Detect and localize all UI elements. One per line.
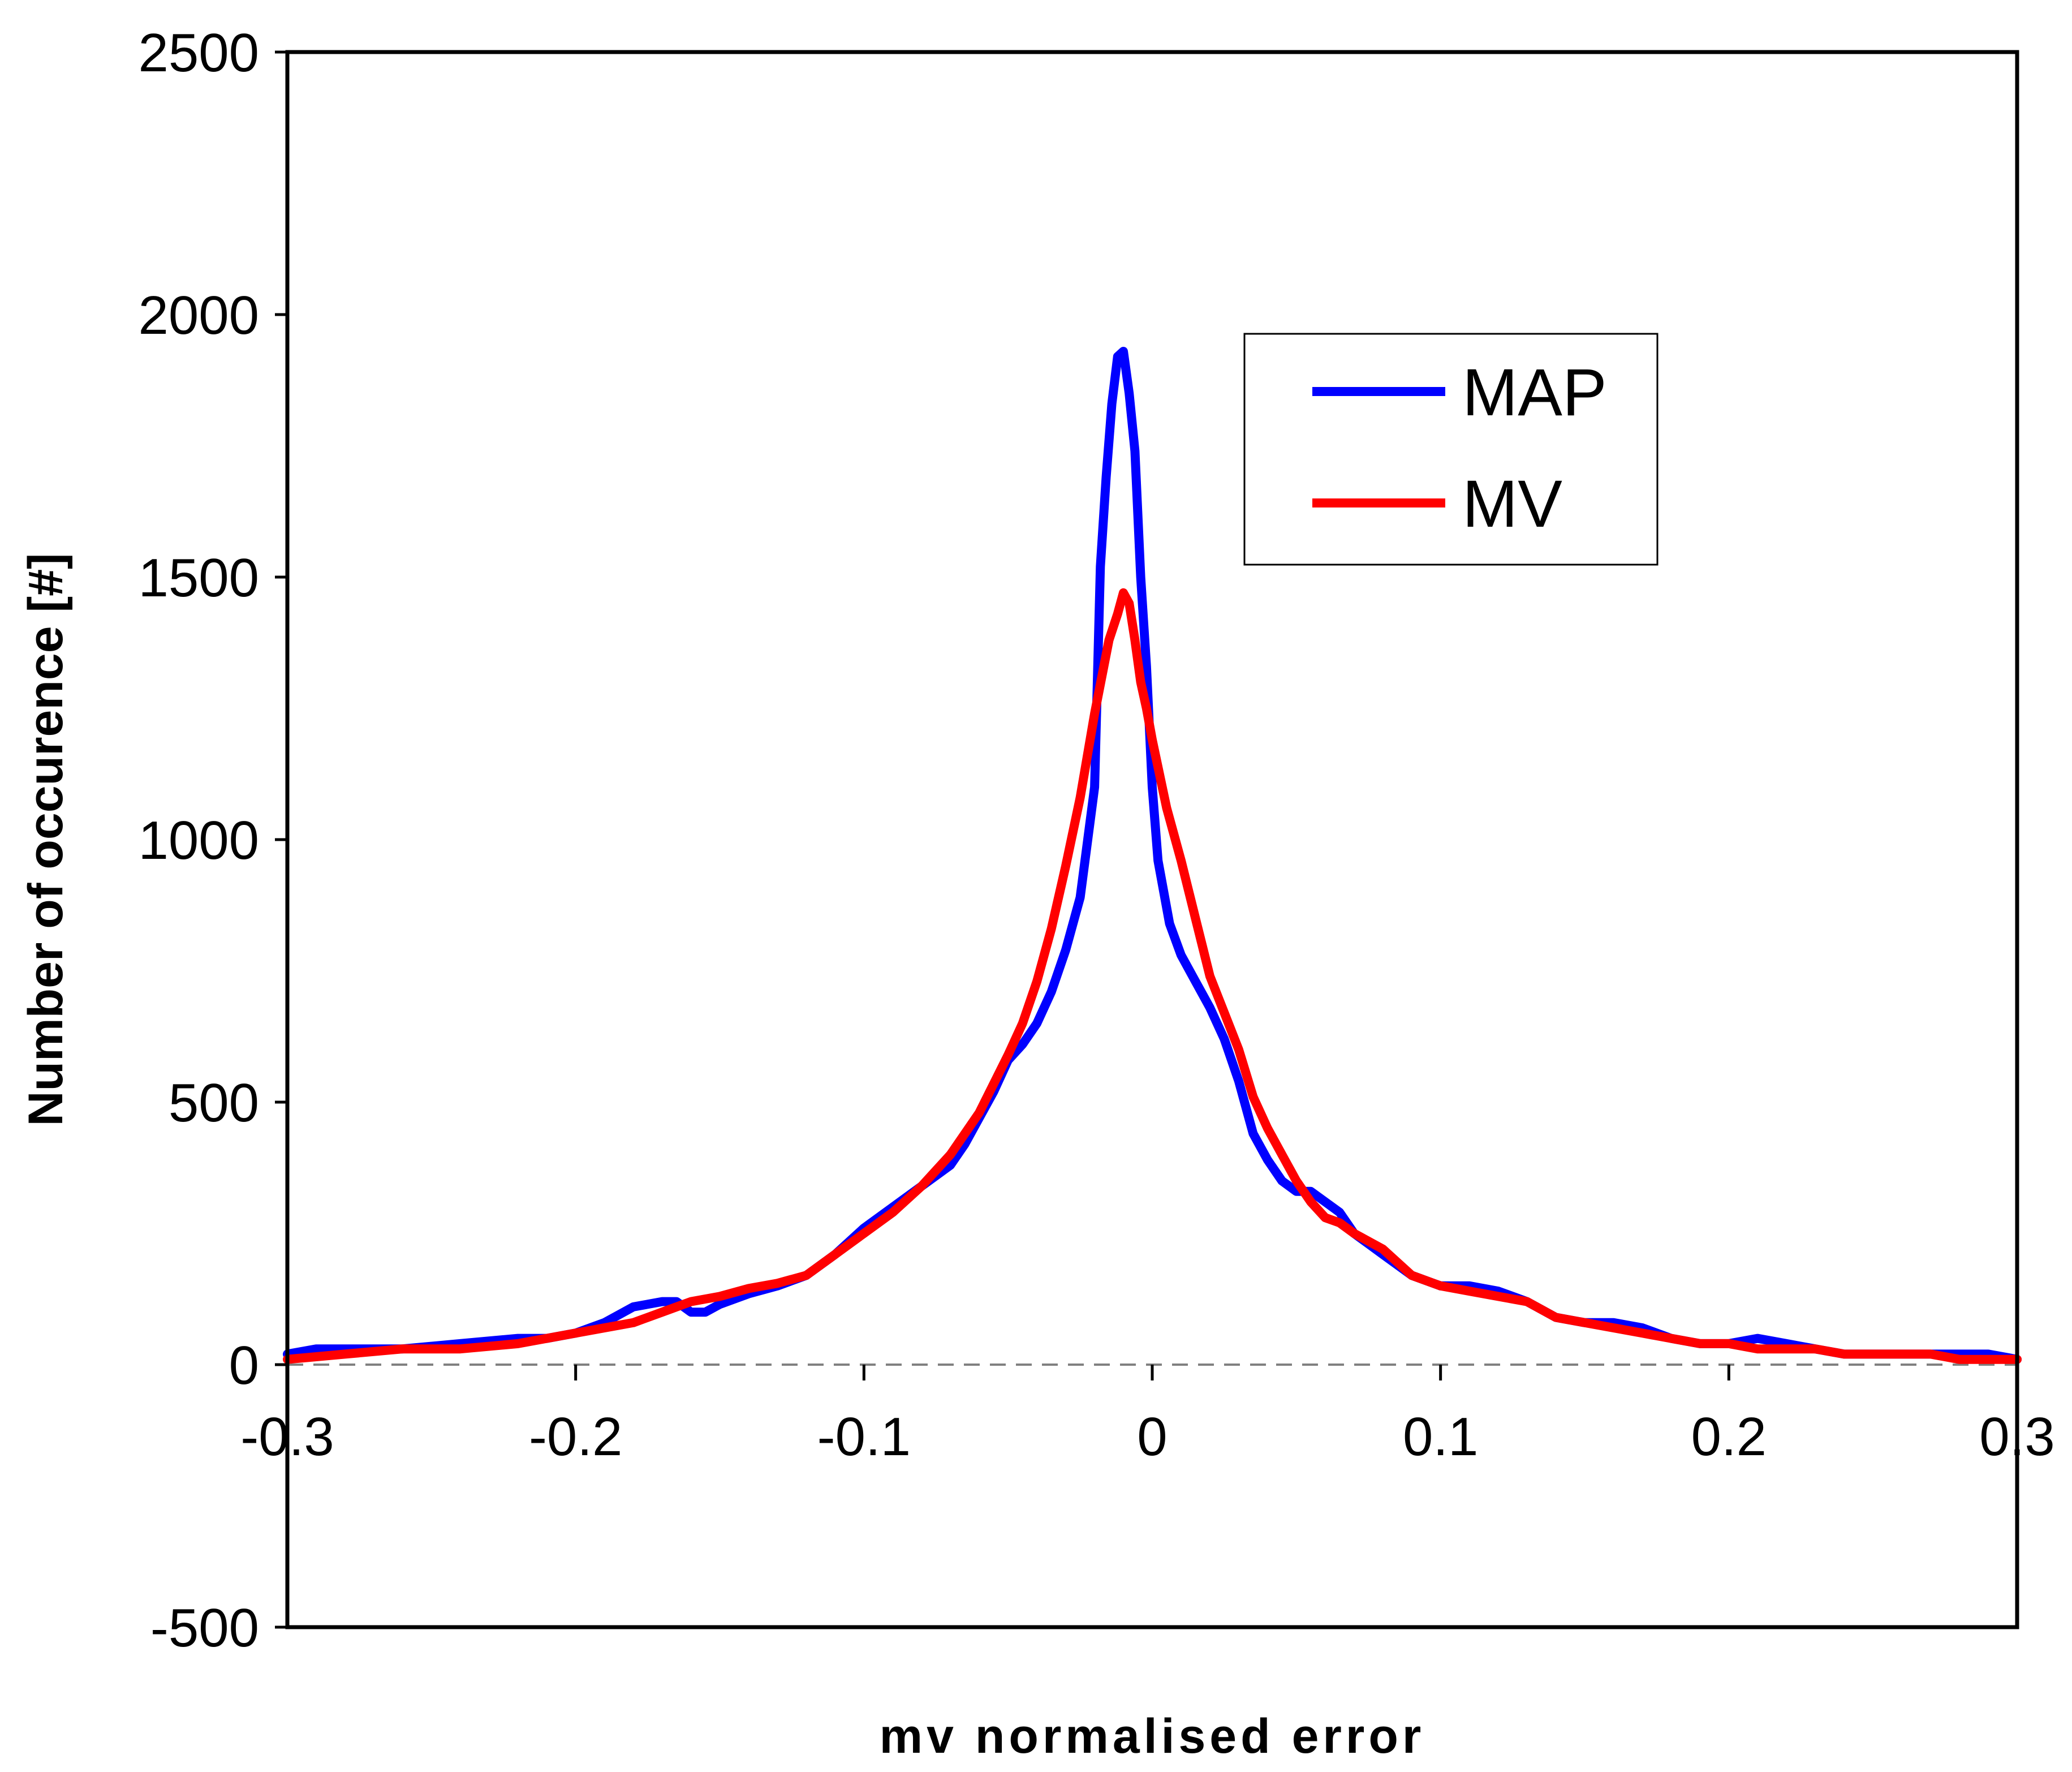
x-tick-label: -0.1 bbox=[817, 1407, 911, 1467]
legend-label-map: MAP bbox=[1462, 355, 1607, 430]
x-tick-label: 0.3 bbox=[1979, 1407, 2054, 1467]
series-layer bbox=[283, 347, 2022, 1364]
legend-label-mv: MV bbox=[1462, 467, 1562, 541]
x-axis-title: mv normalised error bbox=[880, 1709, 1425, 1764]
y-axis: -500 0 500 1000 1500 2000 2500 bbox=[138, 23, 287, 1658]
x-tick-label: 0.1 bbox=[1403, 1407, 1478, 1467]
y-tick-label: 500 bbox=[169, 1073, 259, 1133]
y-tick-label: 2500 bbox=[138, 23, 259, 83]
y-tick-label: 1500 bbox=[138, 548, 259, 608]
y-tick-label: 1000 bbox=[138, 810, 259, 871]
x-axis: -0.3 -0.2 -0.1 0 0.1 0.2 0.3 bbox=[240, 1365, 2055, 1467]
legend-box bbox=[1243, 333, 1659, 566]
legend: MAP MV bbox=[1243, 333, 1659, 566]
x-tick-label: 0.2 bbox=[1691, 1407, 1767, 1467]
series-line-map bbox=[283, 347, 2022, 1364]
y-tick-label: 2000 bbox=[138, 285, 259, 346]
x-tick-label: 0 bbox=[1137, 1407, 1167, 1467]
x-tick-label: -0.3 bbox=[240, 1407, 334, 1467]
y-tick-label: -500 bbox=[150, 1598, 259, 1658]
x-tick-label: -0.2 bbox=[529, 1407, 622, 1467]
series-line-mv bbox=[283, 588, 2022, 1364]
y-tick-label: 0 bbox=[229, 1335, 259, 1396]
y-axis-title: Number of occurence [#] bbox=[19, 553, 73, 1126]
